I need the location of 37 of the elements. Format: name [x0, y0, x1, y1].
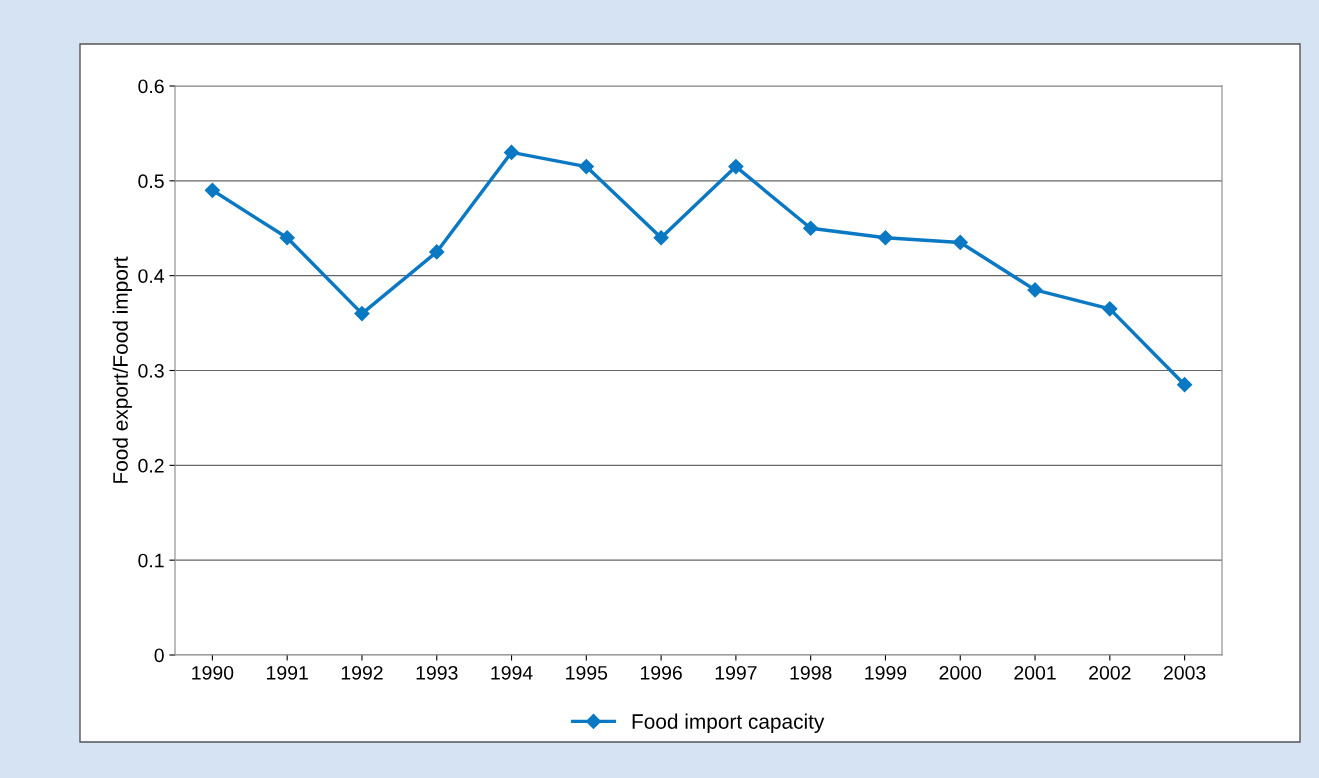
- point: [429, 244, 445, 260]
- x-tick-label: 1993: [416, 665, 458, 680]
- y-tick-label: 0.5: [138, 174, 164, 189]
- x-tick-label: 1998: [790, 665, 832, 680]
- point: [877, 230, 894, 246]
- point: [279, 230, 295, 246]
- x-tick-label: 1990: [192, 665, 234, 680]
- x-tick-label: 2002: [1089, 665, 1131, 680]
- point: [1027, 282, 1043, 298]
- x-tick-label: 1997: [715, 665, 757, 680]
- point: [354, 306, 370, 322]
- y-tick-label: 0.3: [138, 363, 164, 378]
- legend-label: Food import capacity: [632, 713, 825, 733]
- point: [1177, 377, 1193, 393]
- y-tick-label: 0.1: [138, 553, 164, 568]
- x-tick-label: 2001: [1014, 665, 1056, 680]
- x-tick-label: 2000: [939, 665, 982, 680]
- y-tick-label: 0.4: [138, 269, 165, 283]
- x-tick-label: 1994: [491, 665, 533, 680]
- point: [803, 220, 819, 236]
- x-tick-label: 1992: [341, 665, 383, 680]
- x-tick-label: 1991: [267, 665, 308, 680]
- point: [653, 230, 669, 246]
- x-tick-label: 1999: [865, 665, 907, 680]
- point: [503, 144, 520, 160]
- y-tick-label: 0.2: [138, 458, 164, 473]
- y-tick-label: 0: [154, 648, 164, 663]
- point: [578, 159, 594, 175]
- point: [204, 182, 220, 198]
- point: [1102, 301, 1118, 317]
- point: [728, 159, 744, 175]
- y-axis-title: Food export/Food import: [112, 256, 132, 483]
- x-tick-label: 2003: [1163, 665, 1206, 680]
- point: [952, 234, 968, 251]
- y-tick-label: 0.6: [138, 79, 164, 94]
- x-tick-label: 1996: [640, 665, 682, 680]
- x-tick-label: 1995: [566, 665, 608, 680]
